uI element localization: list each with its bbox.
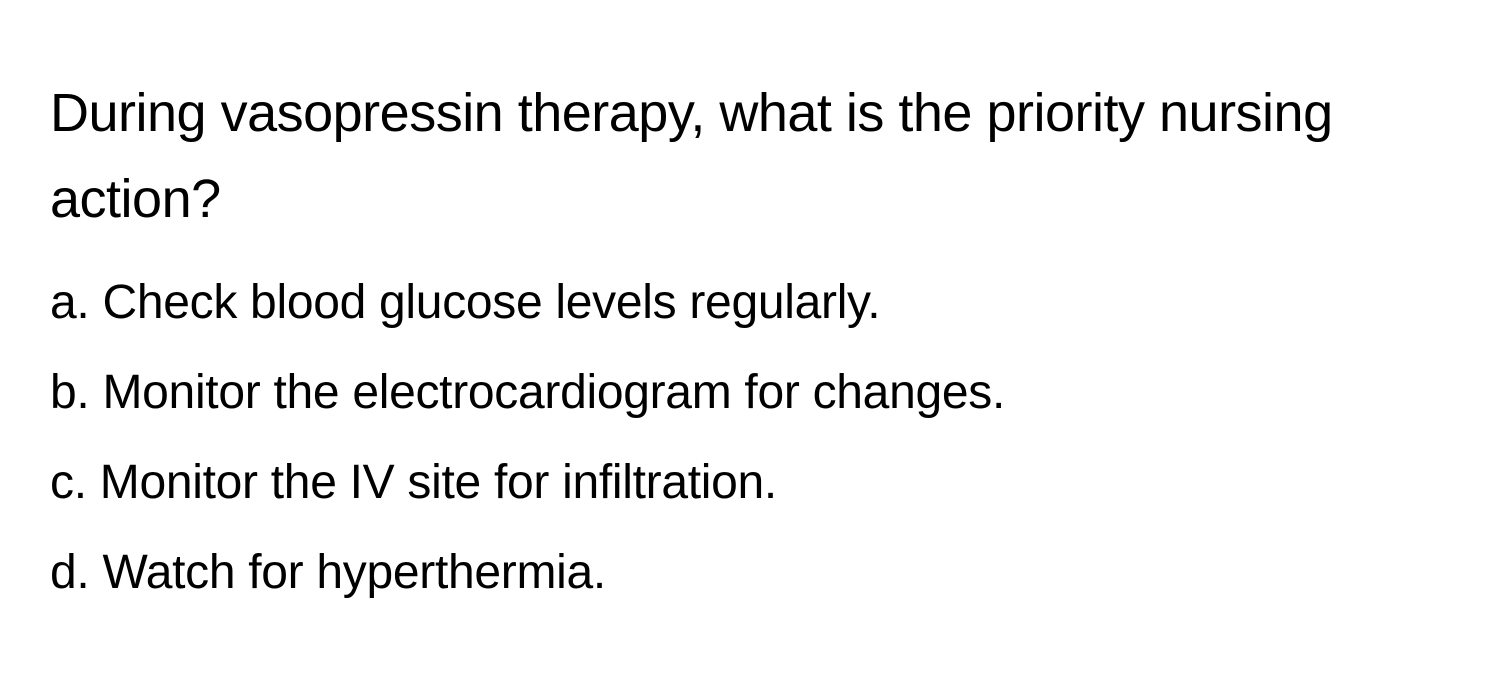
question-stem: During vasopressin therapy, what is the … [50,70,1450,243]
option-a: a. Check blood glucose levels regularly. [50,267,1450,339]
options-container: a. Check blood glucose levels regularly.… [50,267,1450,609]
question-container: During vasopressin therapy, what is the … [50,70,1450,609]
option-b: b. Monitor the electrocardiogram for cha… [50,357,1450,429]
option-c: c. Monitor the IV site for infiltration. [50,447,1450,519]
option-d: d. Watch for hyperthermia. [50,537,1450,609]
